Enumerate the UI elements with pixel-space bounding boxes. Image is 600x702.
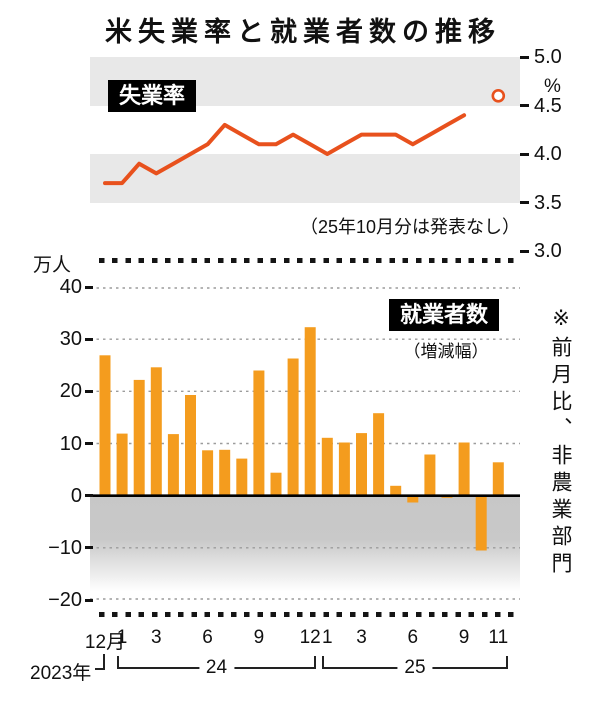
employment-bar [356,433,367,496]
y-axis-tick [85,598,93,602]
percent-unit-label: % [544,76,561,97]
footnote-vertical: ※前月比、非農業部門 [549,306,572,579]
employment-legend-box: 就業者数 [389,299,500,331]
y-axis-tick [85,494,93,498]
employment-bar [492,462,504,496]
x-axis-month-label: 9 [458,627,470,648]
y-axis-label: 40 [59,276,82,298]
employment-bar [150,367,162,496]
x-axis-month-label: 6 [202,627,213,648]
employment-bar [287,358,299,496]
y-axis-tick [85,546,93,550]
employment-bar [475,495,487,551]
x-axis-month-label: 11 [488,627,509,648]
employment-bar-chart [90,287,520,600]
y-axis-label: 3.5 [534,191,562,214]
employment-bar [407,495,419,503]
bracket-tick [322,656,325,669]
bracket-tick [313,656,316,669]
employment-bar [373,413,385,496]
dotted-divider-top [99,258,517,263]
x-axis-month-label: 3 [151,627,162,648]
employment-bar [133,379,145,496]
y-axis-label: 0 [70,484,82,507]
y-axis-tick [520,249,529,253]
x-axis-month-label: 6 [407,627,419,648]
employment-bar [185,395,196,496]
employment-bar [202,450,214,496]
year-label-25: 25 [397,656,433,679]
unemployment-legend-box: 失業率 [108,80,197,112]
y-axis-label: 4.0 [534,143,562,165]
unemployment-line-chart [103,88,506,186]
y-axis-tick [85,442,93,445]
bracket-tick [505,656,508,669]
y-axis-label: −10 [48,536,82,559]
bracket-tick [117,656,120,669]
employment-bar [270,472,282,496]
year-bracket-2025: 25 [322,656,508,679]
year-label-2023: 2023年 [30,663,92,684]
missing-data-note: （25年10月分は発表なし） [299,217,520,237]
employment-bar [99,355,111,496]
manin-unit-label: 万人 [33,255,72,276]
employment-bar [219,449,231,496]
employment-bar [116,433,128,496]
x-axis-month-label: 9 [253,627,265,648]
employment-chart-panel [90,287,520,600]
y-axis-label: 10 [59,432,82,455]
y-axis-tick [85,337,93,341]
y-axis-label: 3.0 [534,240,562,262]
employment-bar [253,370,265,496]
y-axis-tick [520,152,529,156]
employment-bar [167,434,179,496]
employment-bar [390,485,402,496]
x-axis-month-label: 12 [299,627,321,648]
y-axis-label: 5.0 [534,46,562,68]
y-axis-tick [520,104,529,107]
unemployment-line [103,113,467,186]
y-axis-label: 4.5 [534,94,562,117]
y-axis-label: −20 [48,589,82,611]
x-axis-month-label: 1 [322,627,333,648]
open-circle-marker [491,88,506,103]
year-bracket-2024: 24 [117,656,316,679]
page-title: 米失業率と就業者数の推移 [105,17,501,47]
x-axis-month-label: 1 [116,627,128,648]
employment-bar [338,442,350,496]
employment-bar [458,442,470,496]
employment-bar [304,327,316,496]
x-axis-month-label: 12月 [84,632,126,653]
y-axis-tick [85,285,93,289]
x-axis-month-label: 3 [356,627,367,648]
employment-bar [321,437,333,496]
y-axis-tick [520,201,529,204]
dotted-divider-bottom [99,612,517,617]
employment-bar [424,454,436,496]
y-axis-tick [85,389,93,393]
y-axis-label: 30 [59,328,82,351]
y-axis-tick [520,55,529,59]
y-axis-label: 20 [59,380,82,403]
year-label-24: 24 [198,656,235,679]
chart-band [90,154,520,203]
year-2023-bracket [95,654,105,670]
employment-bar [236,458,248,496]
employment-sublabel: （増減幅） [403,342,489,361]
